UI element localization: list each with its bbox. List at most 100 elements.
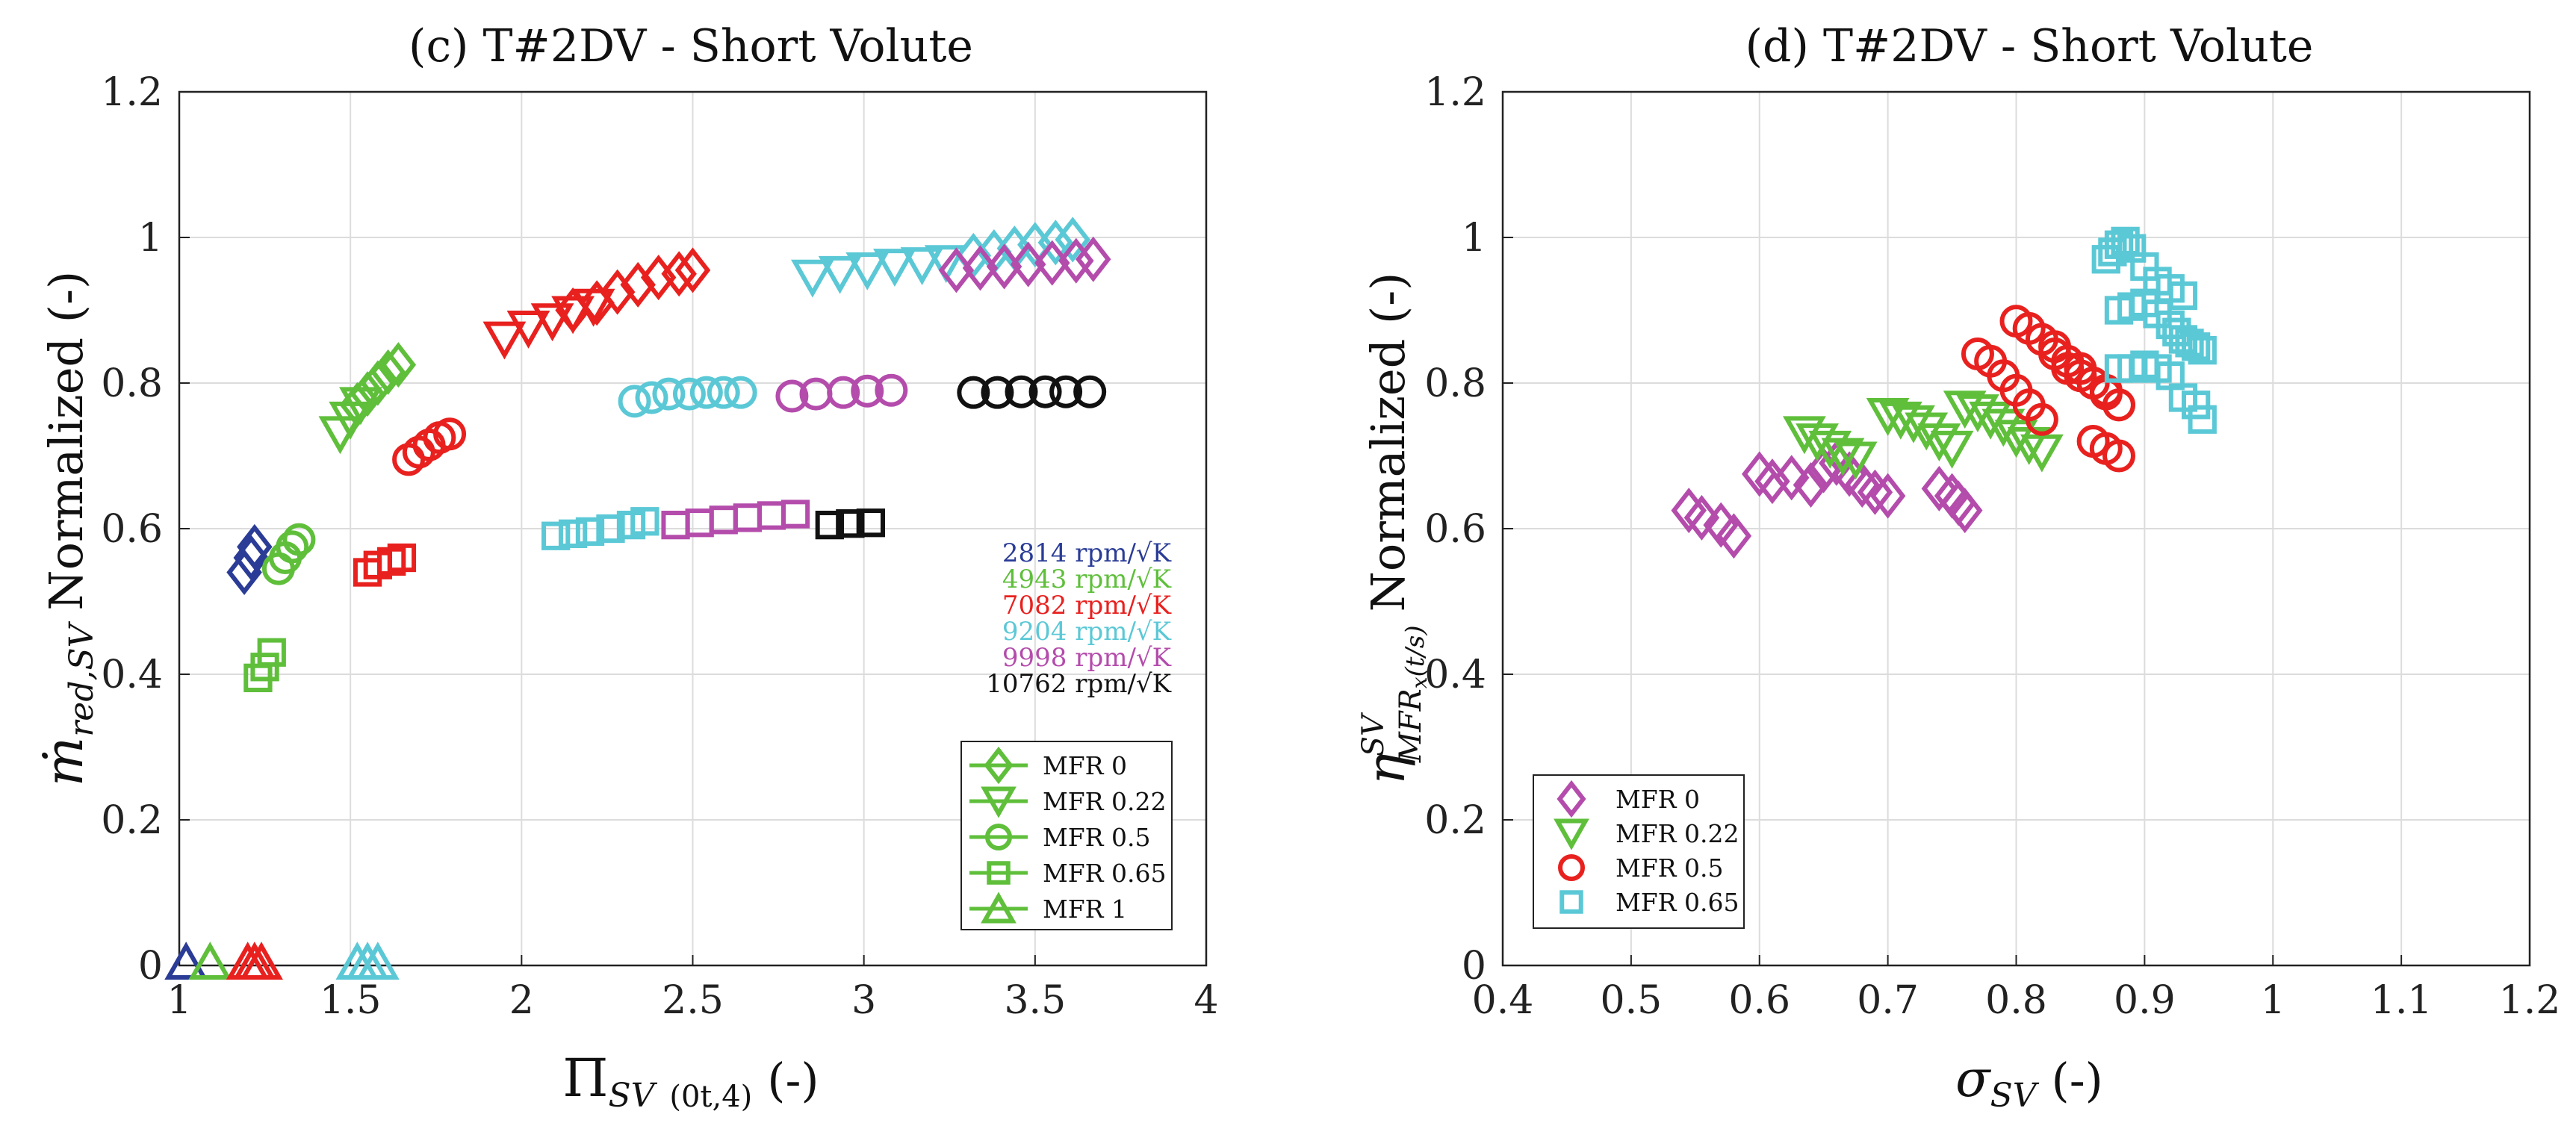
- panel-d-ylabel-sup: SV: [1356, 712, 1391, 756]
- panel-d-ytick-label: 0.4: [1424, 653, 1486, 697]
- panel-d-ytick-label: 1.2: [1424, 70, 1486, 115]
- speed-legend-entry: 10762 rpm/√K: [986, 669, 1171, 699]
- panel-c-point: [924, 245, 968, 284]
- panel-c-ticks: 1 1.5 2 2.5 3 3.5 4 0 0.2 0.4 0.6 0.8 1 1.2: [101, 70, 1218, 1023]
- panel-c-point: [630, 507, 659, 536]
- speed-legend-entry: 7082 rpm/√K: [1002, 591, 1172, 620]
- panel-d-point: [2181, 391, 2211, 420]
- panel-c-xlabel-unit: (-): [767, 1053, 819, 1107]
- panel-c-point: [387, 543, 417, 573]
- panel-d-legend-marker: [1558, 854, 1585, 881]
- panel-d-point: [1834, 441, 1878, 480]
- panel-c-point: [551, 296, 595, 335]
- panel-c-point: [257, 638, 286, 667]
- panel-c-point: [571, 288, 615, 327]
- panel-c-point: [875, 373, 908, 407]
- panel-c-xtick-label: 2: [509, 978, 534, 1023]
- panel-c-point: [775, 379, 809, 413]
- panel-c-legend-label: MFR 0.5: [1043, 823, 1151, 852]
- panel-c-marker-legend: MFR 0 MFR 0.22 MFR 0.5 MFR 0.65 MFR 1: [960, 741, 1173, 930]
- panel-d-point: [1930, 430, 1974, 469]
- panel-d-ylabel: ηSV MFRx(t/s) Normalized (-): [1356, 273, 1432, 786]
- panel-d-point: [2102, 388, 2135, 422]
- panel-c-point: [541, 521, 571, 550]
- panel-c-point: [164, 942, 208, 980]
- panel-d-legend-label: MFR 0.22: [1616, 819, 1739, 848]
- panel-c-ylabel-rest: Normalized (-): [39, 271, 93, 611]
- panel-d-point: [1917, 423, 1961, 461]
- panel-c-point: [276, 530, 309, 564]
- panel-c-point: [652, 377, 686, 411]
- panel-c-point: [599, 269, 636, 315]
- panel-c-point: [282, 523, 316, 556]
- speed-legend-entry: 4943 rpm/√K: [1002, 564, 1172, 594]
- panel-c-legend-label: MFR 0.65: [1043, 859, 1167, 888]
- panel-c-point: [1049, 375, 1083, 408]
- panel-c-xtick-label: 3.5: [1004, 978, 1066, 1023]
- panel-c-point: [1055, 217, 1091, 263]
- panel-c-point: [836, 509, 865, 538]
- panel-c-point: [596, 514, 625, 544]
- panel-d-point: [1969, 401, 2013, 440]
- panel-d-marker-legend: MFR 0 MFR 0.22 MFR 0.5 MFR 0.65: [1533, 774, 1745, 929]
- panel-c-ytick-label: 0: [138, 944, 163, 989]
- panel-c-legend-label: MFR 1: [1043, 895, 1127, 924]
- panel-d-xtick-label: 1.2: [2499, 978, 2561, 1023]
- panel-d-xtick-label: 0.6: [1728, 978, 1790, 1023]
- panel-c-point: [707, 376, 740, 409]
- panel-d-point: [1869, 473, 1906, 519]
- panel-d-legend-marker: [1559, 890, 1583, 914]
- panel-d-ytick-label: 0: [1462, 944, 1486, 989]
- panel-c-point: [757, 501, 786, 530]
- panel-c-ytick-label: 0.8: [101, 361, 163, 406]
- panel-d-xtick-label: 0.9: [2114, 978, 2176, 1023]
- panel-c-xlabel-sub: SV: [608, 1077, 657, 1115]
- panel-d-ytick-label: 0.6: [1424, 507, 1486, 552]
- panel-d-point: [1821, 438, 1865, 476]
- panel-d-point: [1892, 405, 1935, 444]
- panel-c-point: [370, 349, 406, 395]
- panel-c-xtick-label: 3: [851, 978, 876, 1023]
- panel-c-xlabel: ΠSV (0t,4) (-): [562, 1048, 819, 1115]
- speed-legend-entry: 9204 rpm/√K: [1002, 617, 1172, 647]
- panel-c-point: [1028, 375, 1062, 408]
- panel-c-ytick-label: 0.6: [101, 507, 163, 552]
- panel-c-point: [845, 252, 890, 290]
- panel-d-point: [2181, 332, 2211, 361]
- panel-d-legend-label: MFR 0.65: [1616, 888, 1739, 917]
- panel-d-point: [1754, 458, 1790, 505]
- panel-d-ytick-label: 0.2: [1424, 798, 1486, 843]
- speed-legend-entry: 2814 rpm/√K: [1002, 538, 1172, 568]
- panel-c-point: [661, 251, 697, 297]
- panel-c-ylabel-main: ṁ: [34, 737, 95, 786]
- panel-c-point: [1075, 236, 1111, 282]
- panel-c-point: [689, 376, 723, 409]
- panel-c-point: [558, 519, 588, 548]
- panel-d-xlabel: σSV (-): [1955, 1050, 2103, 1115]
- panel-c-point: [724, 376, 757, 409]
- panel-d-point: [2168, 281, 2198, 311]
- panel-c-point: [250, 653, 279, 682]
- panel-d-point: [1773, 455, 1810, 501]
- panel-d-xtick-label: 1.1: [2371, 978, 2433, 1023]
- panel-c-ytick-label: 1.2: [101, 70, 163, 115]
- panel-d-point: [1793, 461, 1829, 508]
- panel-d-legend-box: [1533, 774, 1745, 929]
- panel-d-ylabel-main: η: [1356, 753, 1417, 785]
- panel-c-point: [873, 249, 916, 287]
- panel-c-point: [815, 510, 844, 540]
- panel-c-point: [856, 508, 885, 538]
- panel-c-xtick-label: 1.5: [320, 978, 382, 1023]
- panel-c-legend-label: MFR 0: [1043, 751, 1127, 780]
- panel-d-xtick-label: 0.7: [1857, 978, 1919, 1023]
- panel-c-point: [672, 377, 706, 411]
- panel-c-point: [575, 517, 605, 547]
- panel-d-ylabel-rest: Normalized (-): [1361, 273, 1415, 612]
- panel-d: (d) T#2DV - Short Volute 0.4 0.5 0.6 0.7 0.8…: [1356, 20, 2560, 1115]
- panel-c-point: [818, 255, 862, 294]
- panel-c-xlabel-sub2: (0t,4): [669, 1080, 752, 1114]
- panel-c-point: [237, 523, 273, 570]
- panel-c-point: [957, 376, 990, 409]
- panel-c-point: [1010, 241, 1046, 287]
